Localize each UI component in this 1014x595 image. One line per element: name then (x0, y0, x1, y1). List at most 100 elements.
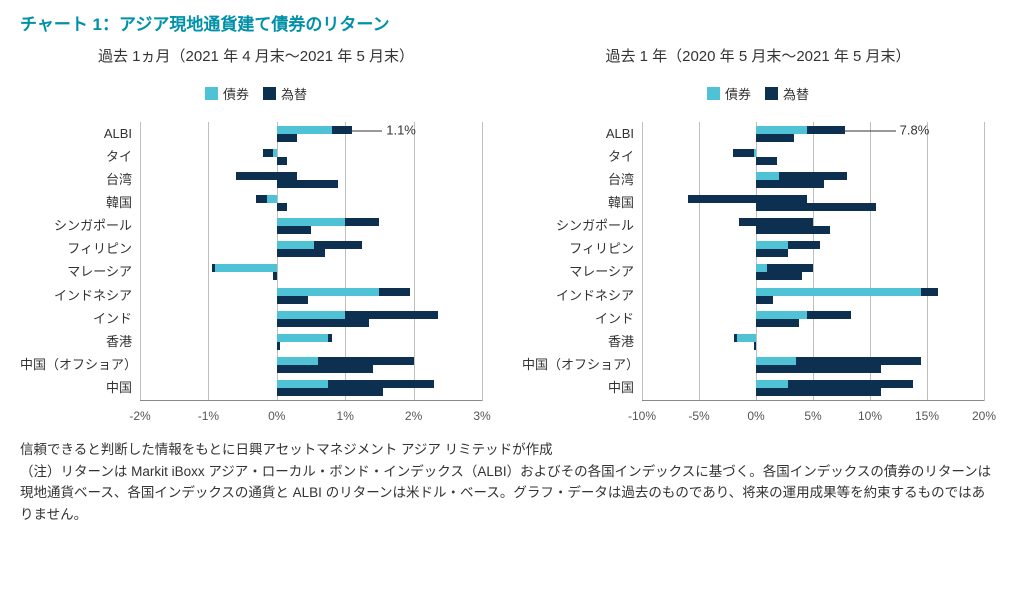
chart-panel-1month: 過去 1ヵ月（2021 年 4 月末～2021 年 5 月末） 債券 為替 AL… (20, 45, 492, 421)
bar-fx-stacked (796, 357, 921, 365)
bar-bond (215, 264, 277, 272)
bar-row: インドネシア (642, 287, 984, 305)
bar-row: ALBI7.8% (642, 125, 984, 143)
bar-bond (277, 241, 315, 249)
x-tick-label: 15% (915, 409, 939, 423)
legend-item-bond: 債券 (205, 84, 249, 103)
gridline (482, 122, 483, 401)
bar-fx-stacked (212, 264, 215, 272)
bar-bond (277, 218, 345, 226)
category-label: 韓国 (20, 194, 140, 212)
category-label: 韓国 (522, 194, 642, 212)
bar-row: フィリピン (642, 240, 984, 258)
bar-bond (756, 172, 779, 180)
bar-fx (277, 226, 311, 234)
x-tick-label: 1% (337, 409, 354, 423)
bar-row: 中国 (642, 379, 984, 397)
category-label: ALBI (20, 125, 140, 143)
bar-row: タイ (140, 148, 482, 166)
charts-row: 過去 1ヵ月（2021 年 4 月末～2021 年 5 月末） 債券 為替 AL… (20, 45, 994, 421)
bar-fx-stacked (318, 357, 414, 365)
bar-bond (277, 380, 328, 388)
category-label: インドネシア (20, 287, 140, 305)
bar-fx-stacked (921, 288, 938, 296)
panel-subtitle: 過去 1 年（2020 年 5 月末～2021 年 5 月末） (522, 45, 994, 66)
category-label: シンガポール (20, 217, 140, 235)
bar-fx (277, 180, 339, 188)
bar-row: 台湾 (140, 171, 482, 189)
legend: 債券 為替 (522, 84, 994, 103)
category-label: タイ (20, 148, 140, 166)
bar-bond (277, 288, 380, 296)
bar-fx-stacked (314, 241, 362, 249)
bar-row: 台湾 (642, 171, 984, 189)
plot-area: ALBI1.1%タイ台湾韓国シンガポールフィリピンマレーシアインドネシアインド香… (140, 121, 482, 421)
bar-fx-stacked (345, 218, 379, 226)
x-tick-label: 5% (804, 409, 821, 423)
legend-swatch-fx (263, 87, 276, 100)
x-tick-label: -1% (198, 409, 219, 423)
panel-subtitle: 過去 1ヵ月（2021 年 4 月末～2021 年 5 月末） (20, 45, 492, 66)
bar-fx (277, 157, 287, 165)
bar-fx (756, 180, 824, 188)
bar-fx (277, 203, 287, 211)
bar-row: マレーシア (642, 263, 984, 281)
bar-row: シンガポール (642, 217, 984, 235)
bar-fx (277, 388, 383, 396)
bar-fx (756, 134, 794, 142)
category-label: フィリピン (522, 240, 642, 258)
bar-fx-stacked (767, 264, 813, 272)
plot-area: ALBI7.8%タイ台湾韓国シンガポールフィリピンマレーシアインドネシアインド香… (642, 121, 984, 421)
bar-fx (756, 319, 799, 327)
x-tick-label: -5% (688, 409, 709, 423)
bar-fx (277, 342, 280, 350)
bar-bond (277, 311, 345, 319)
bar-fx (277, 249, 325, 257)
bar-fx (754, 342, 756, 350)
category-label: 香港 (20, 333, 140, 351)
bar-row: 中国 (140, 379, 482, 397)
bar-row: インド (140, 310, 482, 328)
bar-bond (737, 334, 756, 342)
bar-row: タイ (642, 148, 984, 166)
bar-fx (273, 272, 276, 280)
bar-fx (277, 134, 298, 142)
x-tick-label: 0% (268, 409, 285, 423)
legend-label-fx: 為替 (281, 84, 307, 103)
bar-fx-stacked (733, 149, 754, 157)
category-label: マレーシア (522, 263, 642, 281)
bar-row: 韓国 (140, 194, 482, 212)
bar-fx-stacked (734, 334, 736, 342)
bar-row: ALBI1.1% (140, 125, 482, 143)
x-tick-label: 0% (747, 409, 764, 423)
bar-bond (756, 288, 921, 296)
bar-row: 中国（オフショア） (642, 356, 984, 374)
bar-fx-stacked (688, 195, 808, 203)
bar-bond (756, 380, 788, 388)
bar-fx (756, 272, 802, 280)
legend-item-fx: 為替 (765, 84, 809, 103)
bar-fx (756, 365, 881, 373)
bar-fx (756, 388, 881, 396)
bar-fx (277, 365, 373, 373)
category-label: 台湾 (522, 171, 642, 189)
bar-bond (756, 126, 807, 134)
bar-fx (277, 296, 308, 304)
bar-fx (277, 319, 369, 327)
bar-row: 中国（オフショア） (140, 356, 482, 374)
bar-row: フィリピン (140, 240, 482, 258)
bar-fx-stacked (328, 334, 331, 342)
bar-row: インドネシア (140, 287, 482, 305)
category-label: タイ (522, 148, 642, 166)
bar-fx-stacked (328, 380, 434, 388)
bar-fx-stacked (788, 380, 913, 388)
bar-bond (756, 264, 767, 272)
category-label: インド (522, 310, 642, 328)
bar-bond (756, 311, 807, 319)
x-tick-label: 10% (858, 409, 882, 423)
x-tick-label: 20% (972, 409, 996, 423)
category-label: ALBI (522, 125, 642, 143)
x-axis (642, 400, 984, 401)
x-tick-label: -10% (628, 409, 656, 423)
bar-bond (277, 357, 318, 365)
